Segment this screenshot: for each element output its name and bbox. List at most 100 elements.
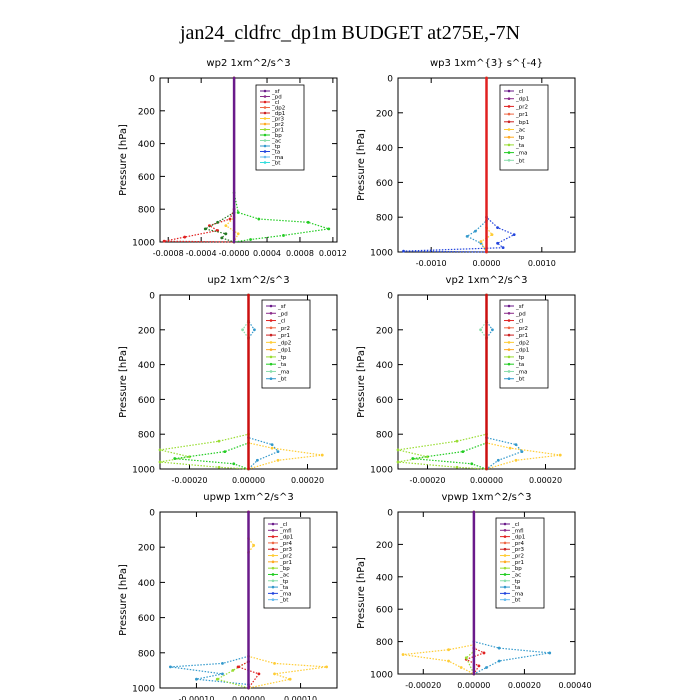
x-tick-label: 0.0012 [319, 249, 347, 258]
legend-label: _pr1 [511, 560, 524, 566]
legend-label: _pr1 [277, 333, 290, 339]
y-tick-label: 600 [376, 606, 393, 616]
x-tick-label: -0.0010 [416, 259, 447, 268]
legend-label: _pd [515, 311, 526, 317]
panel-4: vp2 1xm^2/s^3 Pressure [hPa] 0 200 400 600 800… [356, 275, 576, 485]
legend-marker [507, 311, 511, 315]
legend-marker [271, 541, 275, 545]
legend-label: _pr4 [279, 541, 293, 547]
legend-label: _bt [515, 158, 525, 164]
legend-label: _pr3 [271, 117, 285, 123]
x-tick-label: 0.0004 [253, 249, 281, 258]
x-tick-label: 0.00000 [470, 476, 503, 485]
legend-marker [269, 311, 273, 315]
legend-marker [507, 159, 511, 162]
legend-label: _ac [271, 139, 281, 145]
legend-label: _pr2 [515, 326, 528, 332]
panel-title: vpwp 1xm^2/s^3 [441, 492, 531, 503]
legend-marker [507, 341, 511, 344]
y-tick-label: 400 [138, 361, 155, 371]
legend-label: _pd [271, 95, 282, 101]
series-line-tp [170, 512, 250, 688]
legend-marker [507, 370, 511, 373]
data-point [162, 239, 166, 243]
data-point [320, 453, 324, 457]
data-point [479, 328, 482, 332]
legend-marker [269, 355, 273, 359]
x-tick-label: 0.0010 [528, 259, 556, 268]
data-point [485, 467, 488, 471]
x-tick-label: 0.0008 [286, 249, 314, 258]
legend-label: _tp [515, 355, 525, 361]
data-point [215, 677, 219, 681]
legend-box [261, 299, 311, 389]
legend-box [255, 84, 305, 171]
legend-label: _dp2 [271, 106, 285, 112]
legend-label: _dp1 [271, 111, 285, 117]
legend-marker [271, 560, 275, 564]
plot-frame [159, 77, 338, 243]
y-tick-label: 600 [376, 179, 393, 189]
legend-marker [263, 106, 267, 109]
legend-marker [503, 598, 507, 601]
y-axis-label: Pressure [hPa] [356, 346, 367, 418]
legend-label: _pr2 [271, 122, 284, 128]
legend-marker [503, 535, 507, 538]
data-point [247, 293, 250, 297]
y-tick-label: 600 [138, 173, 155, 183]
panel-2: wp3 1xm^{3} s^{-4} Pressure [hPa] 0 200 400 6… [356, 58, 576, 268]
legend-label: _tp [511, 579, 521, 585]
series-line-dp1 [203, 78, 235, 243]
x-tick-label: 0.00020 [529, 476, 562, 485]
y-tick-label: 200 [138, 107, 155, 117]
legend-marker [271, 592, 275, 595]
data-point [396, 460, 400, 464]
legend-label: _dp1 [515, 348, 529, 354]
legend-label: _dp1 [277, 348, 291, 354]
y-tick-label: 600 [376, 396, 393, 406]
series-line-pr3 [224, 78, 239, 243]
data-point [232, 462, 236, 466]
series-line-pr2 [403, 512, 475, 675]
legend-label: _ta [279, 585, 288, 591]
panel-title: wp3 1xm^{3} s^{-4} [430, 58, 543, 69]
legend-label: _bp [511, 566, 522, 572]
data-point [514, 458, 518, 462]
series-line-dp1 [412, 295, 488, 470]
legend-label: _cl [515, 319, 524, 325]
x-tick-label: -0.0008 [153, 249, 184, 258]
legend-marker [507, 143, 511, 147]
y-tick-label: 400 [138, 140, 155, 150]
legend-marker [507, 326, 511, 330]
y-tick-label: 800 [138, 206, 155, 216]
legend-marker [503, 554, 507, 557]
y-tick-label: 1000 [132, 239, 155, 249]
data-point [501, 246, 505, 250]
legend-label: _ac [511, 572, 521, 578]
data-point [232, 240, 236, 244]
data-point [482, 651, 486, 655]
legend-marker [263, 155, 267, 159]
legend-label: _ma [271, 155, 283, 161]
legend-marker [269, 341, 273, 344]
legend-marker [503, 579, 507, 583]
y-tick-label: 1000 [132, 466, 155, 476]
y-axis-label: Pressure [hPa] [356, 557, 367, 629]
data-point [224, 232, 228, 236]
legend-marker [507, 333, 511, 337]
panel-title: up2 1xm^2/s^3 [207, 275, 289, 286]
legend-marker [271, 547, 275, 551]
legend-label: _pr2 [277, 326, 290, 332]
y-tick-label: 800 [376, 431, 393, 441]
y-tick-label: 600 [138, 396, 155, 406]
legend-marker [271, 529, 275, 532]
legend-label: _cl [277, 319, 286, 325]
legend-label: _ma [515, 151, 527, 157]
data-point [472, 510, 476, 514]
legend-marker [503, 541, 507, 545]
legend-marker [271, 566, 275, 570]
data-point [548, 651, 552, 655]
data-point [288, 677, 292, 681]
panel-title: wp2 1xm^2/s^3 [206, 58, 290, 69]
